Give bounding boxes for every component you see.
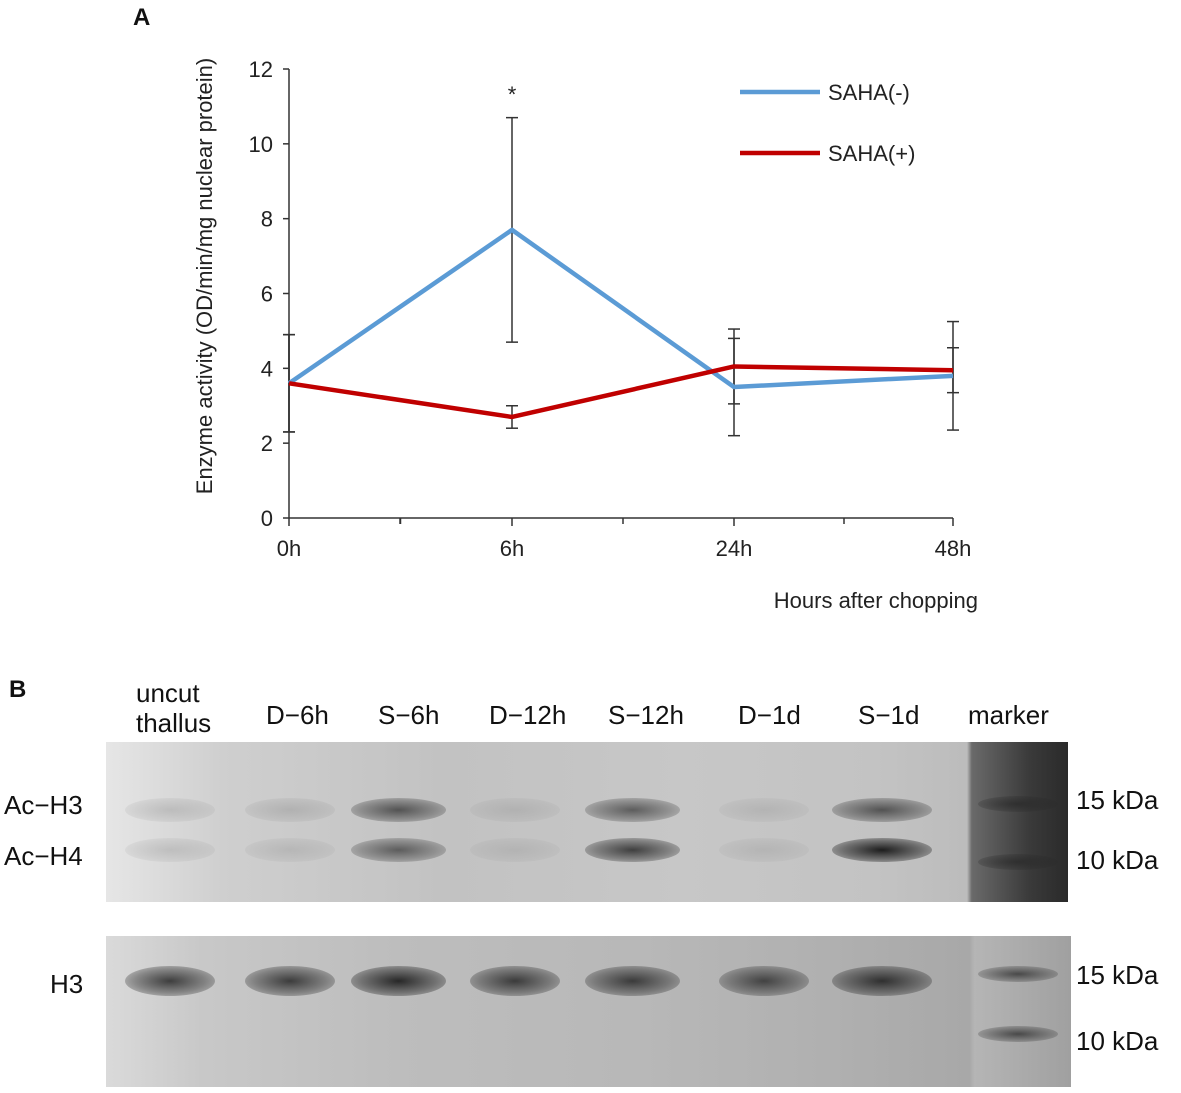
ac-h3-band-lane-3 xyxy=(350,798,446,822)
bottom-blot-marker-15kda: 15 kDa xyxy=(1076,960,1159,990)
y-tick-label-2: 2 xyxy=(261,431,273,456)
legend-label-1: SAHA(+) xyxy=(828,141,915,166)
ac-h4-band-lane-6 xyxy=(719,838,809,862)
lane-label-d-1d: D−1d xyxy=(738,700,801,730)
marker-band-15kda-top xyxy=(978,796,1058,812)
row-label-ac-h4: Ac−H4 xyxy=(4,841,83,871)
h3-band-lane-1 xyxy=(125,966,215,996)
marker-band-15kda-bottom xyxy=(978,966,1058,982)
h3-band-lane-3 xyxy=(350,966,446,996)
y-tick-label-12: 12 xyxy=(249,57,273,82)
series-line-1 xyxy=(288,364,954,420)
ac-h3-band-lane-1 xyxy=(125,798,215,822)
ac-h4-band-lane-1 xyxy=(125,838,215,862)
lane-label-uncut-thallus-text: uncut thallus xyxy=(136,678,212,738)
lane-label-s-12h: S−12h xyxy=(608,700,684,730)
y-tick-label-0: 0 xyxy=(261,506,273,531)
ac-h3-band-lane-4 xyxy=(470,798,560,822)
h3-band-lane-4 xyxy=(470,966,560,996)
y-axis-title: Enzyme activity (OD/min/mg nuclear prote… xyxy=(192,58,217,494)
lane-label-s-6h: S−6h xyxy=(378,700,440,730)
western-blot-total-h3 xyxy=(106,936,1071,1087)
ac-h3-band-lane-2 xyxy=(245,798,335,822)
panel-b-letter: B xyxy=(9,676,27,703)
lane-label-d-6h: D−6h xyxy=(266,700,329,730)
ac-h3-band-lane-5 xyxy=(584,798,680,822)
ac-h4-band-lane-5 xyxy=(584,838,680,862)
bottom-blot-marker-10kda: 10 kDa xyxy=(1076,1026,1159,1056)
y-tick-label-8: 8 xyxy=(261,207,273,232)
x-axis-title: Hours after chopping xyxy=(774,588,978,613)
h3-band-lane-2 xyxy=(245,966,335,996)
lane-label-s-1d: S−1d xyxy=(858,700,920,730)
h3-band-lane-5 xyxy=(584,966,680,996)
ac-h3-band-lane-7 xyxy=(832,798,932,822)
enzyme-activity-chart: 0 2 4 6 8 10 12 0h 6h 24h 48h Hours after chopping E… xyxy=(192,57,978,613)
x-tick-label-6h: 6h xyxy=(500,536,524,561)
row-label-h3: H3 xyxy=(50,969,84,999)
ac-h4-band-lane-7 xyxy=(832,838,932,862)
lane-label-uncut-thallus: uncut thallus xyxy=(136,678,211,738)
ac-h4-band-lane-4 xyxy=(470,838,560,862)
top-blot-marker-10kda: 10 kDa xyxy=(1076,845,1159,875)
marker-band-10kda-bottom xyxy=(978,1026,1058,1042)
ac-h4-band-lane-3 xyxy=(350,838,446,862)
x-tick-label-24h: 24h xyxy=(716,536,753,561)
lane-label-d-12h: D−12h xyxy=(489,700,567,730)
top-blot-marker-15kda: 15 kDa xyxy=(1076,785,1159,815)
lane-label-marker: marker xyxy=(968,700,1049,730)
significance-annotation-0: * xyxy=(508,82,517,107)
ac-h3-band-lane-6 xyxy=(719,798,809,822)
y-tick-label-10: 10 xyxy=(249,132,273,157)
h3-band-lane-7 xyxy=(832,966,932,996)
panel-a-letter: A xyxy=(133,4,151,31)
row-label-ac-h3: Ac−H3 xyxy=(4,790,83,820)
ac-h4-band-lane-2 xyxy=(245,838,335,862)
h3-band-lane-6 xyxy=(719,966,809,996)
x-tick-label-0h: 0h xyxy=(277,536,301,561)
y-tick-label-4: 4 xyxy=(261,356,273,381)
y-tick-label-6: 6 xyxy=(261,282,273,307)
western-blot-acetylated-histones xyxy=(106,742,1068,902)
x-tick-label-48h: 48h xyxy=(935,536,972,561)
marker-band-10kda-top xyxy=(978,854,1058,870)
legend-label-0: SAHA(-) xyxy=(828,80,910,105)
series-line-0 xyxy=(287,227,954,390)
